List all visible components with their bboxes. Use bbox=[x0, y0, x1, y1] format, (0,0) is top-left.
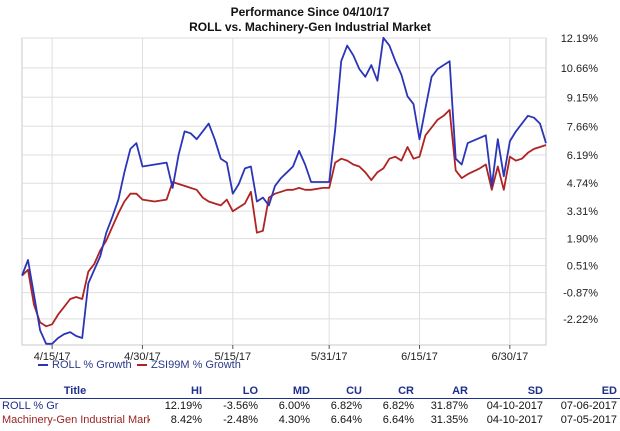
header-cr: CR bbox=[398, 385, 414, 397]
header-hi: HI bbox=[191, 385, 202, 397]
legend-zsi-swatch bbox=[137, 364, 147, 367]
y-tick-label: 0.51% bbox=[567, 261, 598, 273]
legend-roll: ROLL % Growth bbox=[38, 359, 132, 371]
cell-cu: 6.64% bbox=[330, 414, 362, 426]
x-tick-label: 6/15/17 bbox=[401, 351, 438, 363]
chart-subtitle: ROLL vs. Machinery-Gen Industrial Market bbox=[189, 20, 431, 34]
header-ar: AR bbox=[452, 385, 468, 397]
cell-lo: -2.48% bbox=[223, 414, 258, 426]
header-ed: ED bbox=[601, 385, 617, 397]
cell-ed: 07-06-2017 bbox=[560, 400, 617, 412]
header-lo: LO bbox=[242, 385, 258, 397]
y-tick-label: -0.87% bbox=[563, 288, 598, 300]
cell-sd: 04-10-2017 bbox=[486, 400, 543, 412]
y-tick-label: 10.66% bbox=[561, 63, 599, 75]
cell-cu: 6.82% bbox=[330, 400, 362, 412]
cell-sd: 04-10-2017 bbox=[486, 414, 543, 426]
y-tick-label: 6.19% bbox=[567, 150, 598, 162]
x-tick-label: 6/30/17 bbox=[492, 351, 529, 363]
cell-lo: -3.56% bbox=[223, 400, 258, 412]
legend-roll-label: ROLL % Growth bbox=[52, 359, 132, 371]
legend-roll-swatch bbox=[38, 364, 48, 367]
x-tick-label: 5/15/17 bbox=[214, 351, 251, 363]
y-tick-label: 1.90% bbox=[567, 234, 598, 246]
cell-ed: 07-05-2017 bbox=[560, 414, 617, 426]
x-tick-label: 4/15/17 bbox=[34, 351, 71, 363]
cell-md: 4.30% bbox=[278, 414, 310, 426]
header-sd: SD bbox=[527, 385, 543, 397]
y-tick-label: 3.31% bbox=[567, 206, 598, 218]
cell-hi: 12.19% bbox=[164, 400, 202, 412]
line-chart: 12.19% 10.66% 9.15% 7.66% 6.19% 4.74% 3.31% 1.9… bbox=[21, 33, 599, 363]
cell-ar: 31.87% bbox=[430, 400, 468, 412]
y-tick-label: 12.19% bbox=[561, 33, 599, 45]
y-tick-label: 4.74% bbox=[567, 178, 598, 190]
chart-title: Performance Since 04/10/17 bbox=[230, 5, 390, 19]
table-row: Machinery-Gen Industrial Market % C 8.42… bbox=[0, 413, 620, 427]
cell-hi: 8.42% bbox=[170, 414, 202, 426]
cell-md: 6.00% bbox=[278, 400, 310, 412]
cell-cr: 6.64% bbox=[382, 414, 414, 426]
cell-ar: 31.35% bbox=[430, 414, 468, 426]
cell-title: ROLL % Gr bbox=[2, 400, 59, 412]
x-tick-label: 5/31/17 bbox=[311, 351, 348, 363]
x-tick-label: 4/30/17 bbox=[124, 351, 161, 363]
header-md: MD bbox=[292, 385, 310, 397]
roll-series-line bbox=[21, 36, 547, 345]
legend-zsi: ZSI99M % Growth bbox=[137, 359, 241, 371]
header-title: Title bbox=[63, 385, 87, 397]
y-tick-label: -2.22% bbox=[563, 314, 598, 326]
table-row: ROLL % Gr 12.19% -3.56% 6.00% 6.82% 6.82… bbox=[0, 399, 620, 414]
y-tick-label: 7.66% bbox=[567, 121, 598, 133]
y-tick-label: 9.15% bbox=[567, 92, 598, 104]
summary-table: Title HI LO MD CU CR AR SD ED ROLL % Gr … bbox=[0, 384, 620, 427]
legend-zsi-label: ZSI99M % Growth bbox=[151, 359, 241, 371]
header-cu: CU bbox=[346, 385, 362, 397]
cell-cr: 6.82% bbox=[382, 400, 414, 412]
table-header-row: Title HI LO MD CU CR AR SD ED bbox=[0, 384, 620, 399]
cell-title: Machinery-Gen Industrial Market % C bbox=[2, 414, 150, 426]
zsi-series-line bbox=[21, 109, 547, 328]
